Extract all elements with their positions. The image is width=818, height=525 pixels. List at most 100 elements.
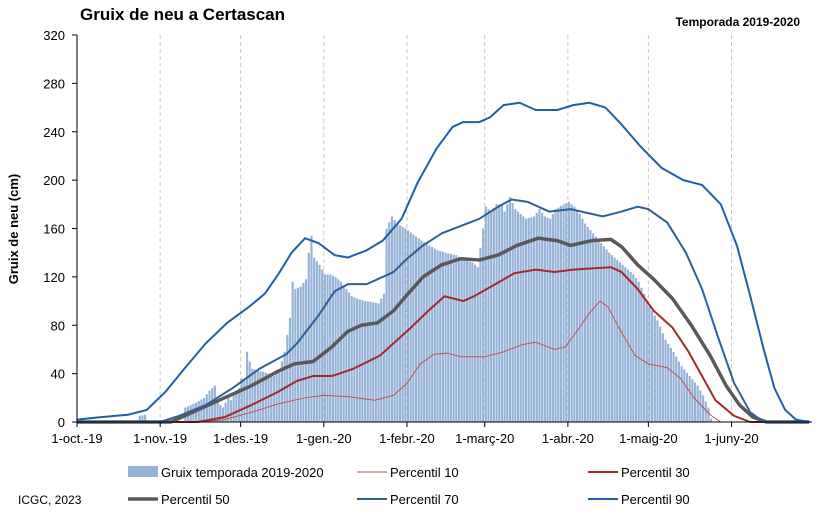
legend-item: Percentil 50 [128, 492, 230, 507]
snow-depth-bar [455, 255, 458, 422]
y-tick-label: 80 [51, 318, 65, 333]
snow-depth-bar [640, 287, 643, 422]
snow-depth-bar [500, 204, 503, 422]
snow-depth-bar [476, 267, 479, 422]
x-tick-label: 1-març-20 [455, 431, 514, 446]
snow-depth-bar [433, 248, 436, 422]
snow-depth-bar [506, 204, 509, 422]
snow-depth-bar [629, 272, 632, 422]
snow-depth-bar [235, 390, 238, 422]
snow-depth-bar [538, 209, 541, 422]
snow-depth-bar [669, 347, 672, 422]
snow-depth-bar [581, 218, 584, 422]
snow-depth-bar [621, 264, 624, 422]
snow-depth-bar [444, 252, 447, 422]
snow-depth-bars [138, 197, 713, 423]
snow-depth-bar [313, 257, 316, 422]
snow-depth-bar [288, 317, 292, 422]
snow-depth-bar [543, 216, 546, 422]
x-tick-label: 1-maig-20 [619, 431, 678, 446]
snow-depth-bar [197, 401, 200, 422]
x-tick-label: 1-oct.-19 [51, 431, 102, 446]
snow-depth-bar [495, 204, 498, 422]
snow-depth-bar [482, 228, 485, 422]
chart-title: Gruix de neu a Certascan [80, 5, 285, 24]
snow-depth-bar [286, 334, 289, 422]
percentile-lines [76, 101, 810, 424]
snow-depth-bar [393, 220, 396, 422]
snow-depth-bar [353, 297, 356, 422]
snow-depth-bar [447, 253, 450, 422]
snow-depth-bar [355, 298, 359, 422]
snow-depth-bar [240, 378, 243, 422]
legend-label: Percentil 70 [390, 492, 459, 507]
season-label: Temporada 2019-2020 [675, 15, 800, 29]
snow-depth-bar [465, 260, 469, 422]
snow-depth-bar [307, 252, 310, 422]
snow-depth-bar [141, 415, 144, 422]
snow-depth-bar [310, 235, 313, 422]
snow-depth-bar [377, 303, 380, 422]
y-tick-label: 240 [43, 125, 65, 140]
legend-swatch [128, 466, 158, 477]
snow-depth-bar [388, 222, 391, 422]
snow-depth-bar [417, 238, 420, 422]
legend-item: Percentil 30 [588, 465, 690, 480]
snow-depth-bar [557, 207, 560, 422]
snow-depth-bar [441, 251, 444, 422]
snow-depth-bar [205, 394, 208, 422]
snow-depth-bar [637, 281, 640, 422]
series-line-percentil-50 [77, 236, 810, 424]
snow-depth-bar [594, 236, 597, 422]
snow-depth-bar [237, 388, 241, 422]
snow-depth-bar [382, 293, 385, 422]
snow-depth-bar [498, 204, 501, 422]
snow-depth-bar [479, 247, 482, 422]
snow-depth-bar [385, 228, 388, 422]
snow-depth-bar [562, 204, 565, 422]
snow-depth-bar [484, 206, 487, 422]
snow-depth-bar [452, 254, 455, 422]
y-tick-label: 200 [43, 173, 65, 188]
series-line-percentil-10 [77, 300, 810, 423]
snow-depth-bar [401, 226, 404, 422]
snow-depth-bar [369, 301, 372, 422]
snow-depth-bar [608, 252, 611, 422]
snow-depth-bar [516, 211, 520, 422]
snow-depth-bar [350, 296, 353, 422]
credit-text: ICGC, 2023 [18, 493, 82, 507]
snow-depth-bar [404, 228, 407, 422]
snow-depth-bar [554, 209, 557, 422]
snow-depth-bar [508, 197, 512, 422]
snow-depth-bar [685, 372, 689, 422]
snow-depth-bar [710, 418, 713, 422]
snow-depth-bar [575, 210, 579, 422]
snow-depth-bar [503, 211, 506, 422]
snow-depth-bar [224, 402, 227, 422]
snow-depth-bar [270, 374, 273, 422]
snow-depth-bar [707, 407, 710, 422]
snow-depth-bar [278, 371, 281, 422]
snow-depth-bar [688, 376, 691, 422]
snow-depth-bar [243, 380, 246, 422]
snow-depth-bar [533, 216, 536, 422]
snow-depth-bar [291, 281, 294, 422]
snow-depth-bar [339, 281, 343, 422]
snow-depth-bar [248, 361, 251, 422]
x-tick-label: 1-des.-19 [213, 431, 268, 446]
x-tick-label: 1-juny-20 [704, 431, 758, 446]
snow-depth-bar [468, 261, 471, 422]
snow-depth-bar [436, 250, 439, 422]
snow-depth-bar [664, 339, 667, 422]
snow-depth-bar [345, 288, 348, 422]
legend-label: Percentil 10 [390, 465, 459, 480]
snow-depth-bar [592, 233, 595, 422]
snow-depth-bar [653, 315, 656, 422]
snow-depth-bar [227, 395, 230, 422]
snow-depth-bar [672, 351, 675, 422]
legend-label: Percentil 50 [161, 492, 230, 507]
snow-depth-bar [414, 236, 418, 422]
snow-depth-bar [632, 274, 635, 422]
snow-depth-bar [364, 301, 367, 422]
snow-depth-bar [305, 279, 308, 422]
